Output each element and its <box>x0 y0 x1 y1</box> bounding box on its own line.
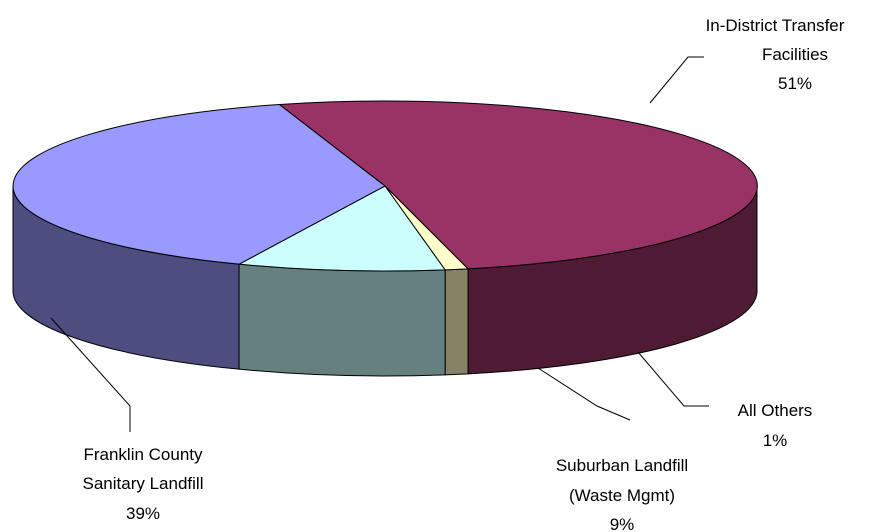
label-all-others-value: 1% <box>763 431 788 450</box>
leader-line-0 <box>649 56 704 104</box>
label-suburban-line1: Suburban Landfill <box>556 456 688 475</box>
label-in-district-line1: In-District Transfer <box>706 16 845 35</box>
pie-slice-3 <box>12 103 386 265</box>
pie-side-2 <box>238 263 446 377</box>
pie-slice-2 <box>237 185 447 272</box>
label-in-district-value: 51% <box>778 74 812 93</box>
pie-slice-0 <box>277 100 758 270</box>
leader-lines <box>50 56 709 432</box>
label-suburban-value: 9% <box>610 515 635 532</box>
label-franklin-line2: Sanitary Landfill <box>83 474 204 493</box>
leader-line-2 <box>537 367 631 421</box>
pie-sides <box>12 185 758 377</box>
slice-labels: In-District Transfer Facilities 51% All … <box>83 16 845 532</box>
leader-line-1 <box>637 351 709 407</box>
leader-line-3 <box>50 317 131 432</box>
label-in-district-line2: Facilities <box>762 45 828 64</box>
label-franklin-line1: Franklin County <box>83 445 203 464</box>
pie-side-1 <box>444 268 469 376</box>
label-all-others-line1: All Others <box>738 401 813 420</box>
pie-tops <box>12 100 758 272</box>
label-suburban-line2: (Waste Mgmt) <box>569 486 675 505</box>
label-franklin-value: 39% <box>126 504 160 523</box>
